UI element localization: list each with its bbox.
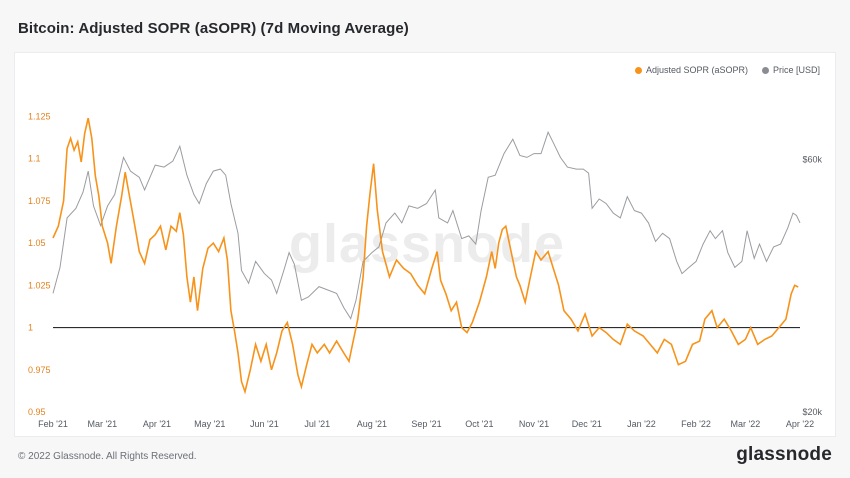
y-tick-left-3: 1.025 [28,280,51,290]
y-axis-left: 0.95 0.975 1 1.025 1.05 1.075 1.1 1.125 [28,111,51,417]
y-tick-left-6: 1.1 [28,154,41,164]
y-tick-left-0: 0.95 [28,407,46,417]
page-title: Bitcoin: Adjusted SOPR (aSOPR) (7d Movin… [18,20,409,37]
chart-legend: Adjusted SOPR (aSOPR) Price [USD] [634,65,820,75]
x-tick-13: Mar '22 [731,419,761,429]
x-tick-11: Jan '22 [627,419,656,429]
legend-dot-asopr [634,66,642,74]
x-tick-14: Apr '22 [786,419,814,429]
y-tick-right-1: $60k [802,154,822,164]
series-line-price [52,130,801,320]
chart-panel [14,52,836,437]
x-tick-0: Feb '21 [38,419,68,429]
y-tick-right-0: $20k [802,407,822,417]
legend-item-price[interactable]: Price [USD] [761,65,820,75]
y-tick-left-2: 1 [28,323,33,333]
x-tick-3: May '21 [194,419,225,429]
x-tick-2: Apr '21 [143,419,171,429]
x-tick-6: Aug '21 [357,419,387,429]
brand-logo: glassnode [736,444,832,465]
y-tick-left-4: 1.05 [28,238,46,248]
watermark-text: glassnode [289,214,565,274]
x-tick-5: Jul '21 [304,419,330,429]
series-line-asopr [52,117,799,395]
y-tick-left-7: 1.125 [28,111,51,121]
x-tick-8: Oct '21 [465,419,493,429]
x-tick-4: Jun '21 [250,419,279,429]
y-tick-left-1: 0.975 [28,365,51,375]
legend-label-price: Price [USD] [772,65,820,75]
legend-item-asopr[interactable]: Adjusted SOPR (aSOPR) [634,65,748,75]
x-tick-1: Mar '21 [87,419,117,429]
legend-dot-price [761,66,769,74]
x-axis: Feb '21 Mar '21 Apr '21 May '21 Jun '21 Jul '… [38,419,814,429]
copyright-text: © 2022 Glassnode. All Rights Reserved. [18,451,197,462]
legend-label-asopr: Adjusted SOPR (aSOPR) [645,65,748,75]
y-axis-right: $20k $60k [802,154,822,417]
x-tick-10: Dec '21 [572,419,602,429]
x-tick-9: Nov '21 [519,419,549,429]
y-tick-left-5: 1.075 [28,196,51,206]
x-tick-12: Feb '22 [681,419,711,429]
x-tick-7: Sep '21 [411,419,441,429]
